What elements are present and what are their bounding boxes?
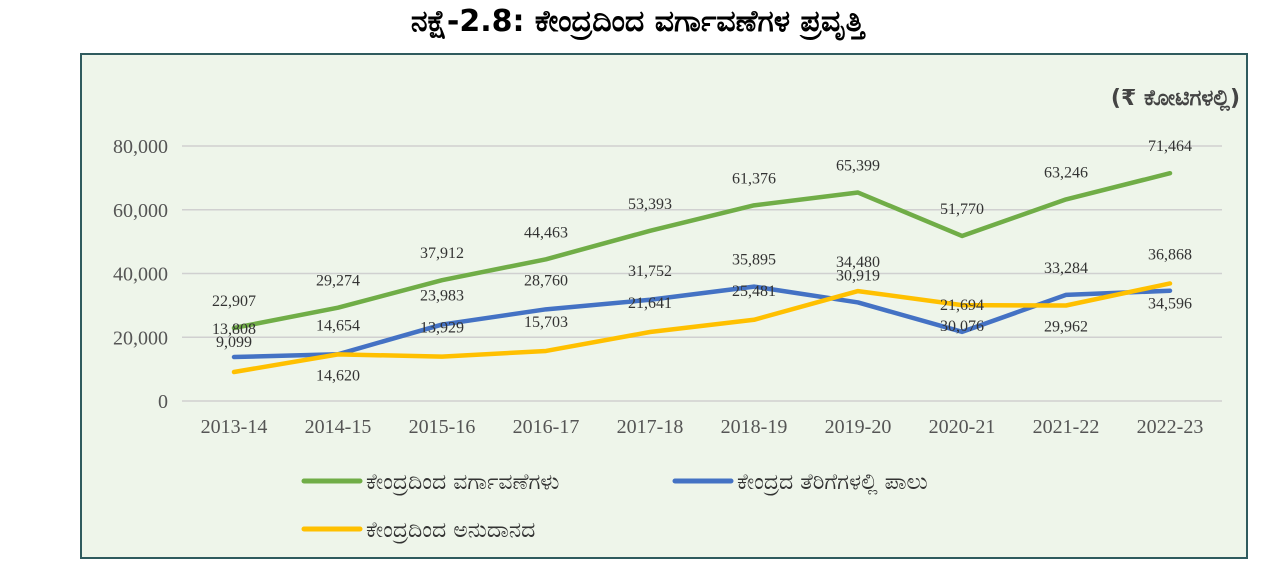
data-label: 44,463 [524,224,568,241]
legend-label: ಕೇಂದ್ರದ ತೆರಿಗೆಗಳಲ್ಲಿ ಪಾಲು [737,470,928,495]
data-label: 29,962 [1044,318,1088,335]
x-tick-label: 2021-22 [1033,416,1100,438]
x-tick-label: 2022-23 [1137,416,1204,438]
data-label: 14,620 [316,367,360,384]
data-label: 21,641 [628,295,672,312]
x-tick-label: 2019-20 [825,416,892,438]
y-tick-label: 60,000 [113,200,168,222]
y-tick-label: 20,000 [113,327,168,349]
data-label: 25,481 [732,283,776,300]
line-chart: (₹ ಕೋಟಿಗಳಲ್ಲಿ) 0 20,000 40,000 60,000 80,000 2… [113,86,1240,543]
data-label: 13,808 [212,321,256,338]
y-tick-label: 0 [158,391,168,413]
y-tick-label: 40,000 [113,264,168,286]
data-label: 53,393 [628,196,672,213]
data-label: 28,760 [524,272,568,289]
x-tick-label: 2020-21 [929,416,996,438]
data-label: 14,654 [316,317,360,334]
x-tick-label: 2014-15 [305,416,372,438]
data-label: 35,895 [732,252,776,269]
data-label: 15,703 [524,314,568,331]
series-line-2 [231,281,1173,375]
data-label: 61,376 [732,170,776,187]
data-label: 34,480 [836,254,880,271]
unit-label: (₹ ಕೋಟಿಗಳಲ್ಲಿ) [1111,86,1240,112]
series-line-0 [231,170,1173,331]
data-label: 63,246 [1044,164,1088,181]
data-label: 30,076 [940,318,984,335]
data-label: 37,912 [420,245,464,262]
data-label: 23,983 [420,288,464,305]
data-label: 29,274 [316,273,360,290]
series-line-1 [231,284,1173,360]
chart-area: (₹ ಕೋಟಿಗಳಲ್ಲಿ) 0 20,000 40,000 60,000 80,000 2… [80,53,1248,559]
x-tick-label: 2015-16 [409,416,476,438]
x-tick-label: 2013-14 [201,416,268,438]
x-tick-label: 2016-17 [513,416,580,438]
legend-label: ಕೇಂದ್ರದಿಂದ ವರ್ಗಾವಣೆಗಳು [366,470,559,495]
data-label: 30,919 [836,267,880,284]
y-tick-label: 80,000 [113,136,168,158]
data-label: 36,868 [1148,246,1192,263]
data-label: 71,464 [1148,138,1192,155]
data-label: 65,399 [836,158,880,175]
data-label: 13,929 [420,320,464,337]
data-label: 34,596 [1148,296,1192,313]
data-label: 31,752 [628,263,672,280]
chart-title: ನಕ್ಷೆ-2.8: ಕೇಂದ್ರದಿಂದ ವರ್ಗಾವಣೆಗಳ ಪ್ರವೃತ್… [410,4,865,39]
data-label: 51,770 [940,201,984,218]
data-label: 9,099 [216,334,252,351]
data-label: 22,907 [212,293,256,310]
data-label: 33,284 [1044,260,1088,277]
legend-label: ಕೇಂದ್ರದಿಂದ ಅನುದಾನದ [366,518,535,543]
data-label: 21,694 [940,297,984,314]
x-tick-label: 2017-18 [617,416,684,438]
x-tick-label: 2018-19 [721,416,788,438]
